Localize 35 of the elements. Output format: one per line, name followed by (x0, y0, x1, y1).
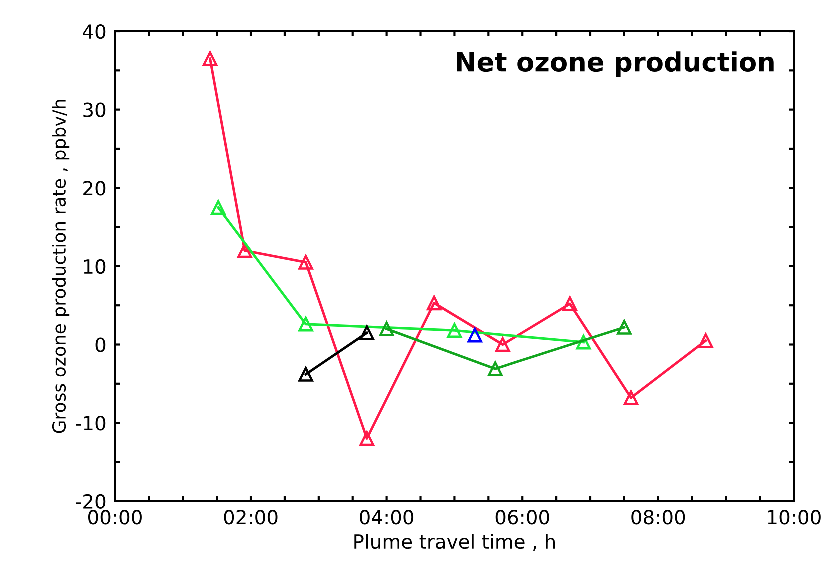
point (298, 367, 314, 382)
y-tick-label: 10 (84, 259, 106, 274)
x-tick-label: 10:00 (768, 510, 821, 525)
point (298, 255, 314, 270)
point (298, 317, 314, 332)
point (426, 296, 442, 311)
y-axis-title: Gross ozone production rate , ppbv/h (52, 100, 70, 434)
point (202, 52, 218, 66)
point (617, 320, 632, 335)
point (360, 431, 374, 446)
point (447, 323, 462, 338)
point (562, 296, 578, 312)
x-tick-label: 08:00 (632, 510, 686, 525)
x-tick-label: 06:00 (496, 510, 550, 525)
point (698, 333, 714, 348)
y-tick-label: 0 (96, 338, 106, 352)
point (379, 322, 394, 336)
x-tick-label: 04:00 (360, 510, 414, 525)
point (211, 200, 226, 216)
point (238, 243, 252, 258)
y-tick-label: 20 (84, 181, 106, 196)
point (360, 326, 374, 340)
point (488, 362, 503, 376)
x-axis-title: Plume travel time , h (354, 534, 556, 552)
point (468, 328, 482, 343)
point (624, 390, 639, 406)
point (576, 335, 592, 350)
text: Net ozone production (457, 52, 774, 78)
x-tick-label: 02:00 (224, 510, 278, 525)
y-tick-label: -10 (76, 416, 106, 431)
y-tick-label: 40 (83, 24, 106, 40)
point (496, 337, 510, 352)
x-tick-label: 00:00 (88, 510, 142, 525)
y-tick-label: -20 (76, 494, 106, 510)
y-tick-label: 30 (84, 102, 106, 118)
